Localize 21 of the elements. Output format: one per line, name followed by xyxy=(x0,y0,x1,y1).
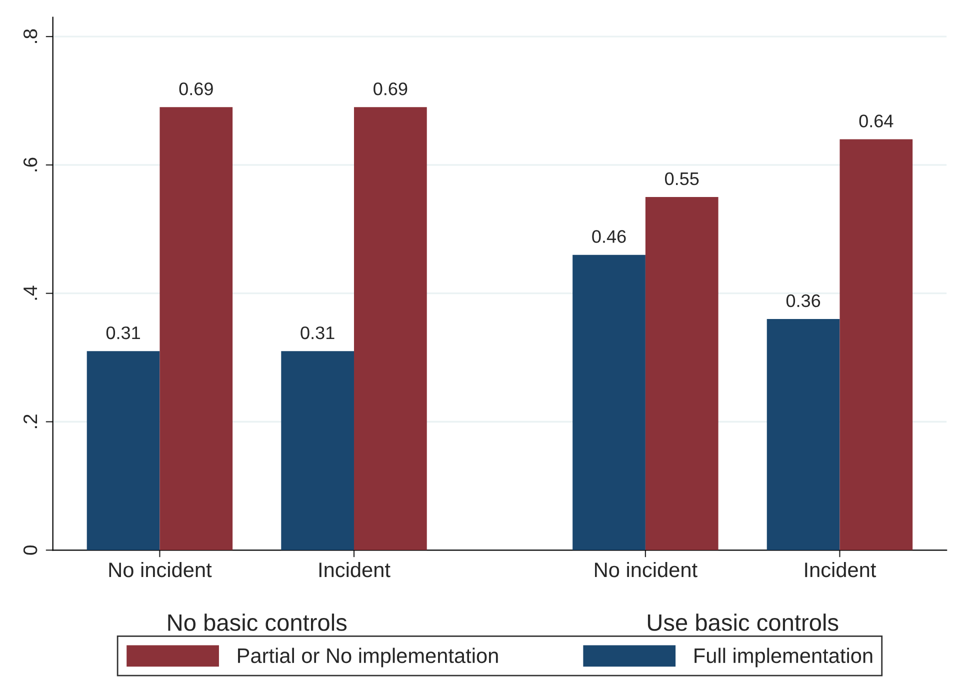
text: No basic controls xyxy=(168,614,347,631)
legend-label: Partial or No implementation xyxy=(238,648,498,668)
y-tick-label: 0 xyxy=(23,545,38,555)
data-label: 0.31 xyxy=(106,326,140,340)
data-label: 0.46 xyxy=(592,230,626,243)
y-tick-label: .4 xyxy=(24,286,38,300)
x-tick-label: No incident xyxy=(595,562,698,578)
data-label: 0.36 xyxy=(786,294,820,308)
data-label: 0.69 xyxy=(374,82,408,96)
data-label: 0.55 xyxy=(665,172,699,186)
data-label: 0.31 xyxy=(300,326,334,340)
y-tick-label: .2 xyxy=(23,414,38,428)
y-tick-label: .6 xyxy=(23,158,38,172)
x-tick-label: No incident xyxy=(109,562,212,578)
x-tick-label: Incident xyxy=(319,562,390,578)
text: Use basic controls xyxy=(648,614,838,631)
data-label: 0.64 xyxy=(859,114,894,128)
data-label: 0.69 xyxy=(179,82,213,96)
y-tick-label: .8 xyxy=(23,29,38,43)
legend-label: Full implementation xyxy=(694,648,872,668)
x-tick-label: Incident xyxy=(805,562,876,578)
